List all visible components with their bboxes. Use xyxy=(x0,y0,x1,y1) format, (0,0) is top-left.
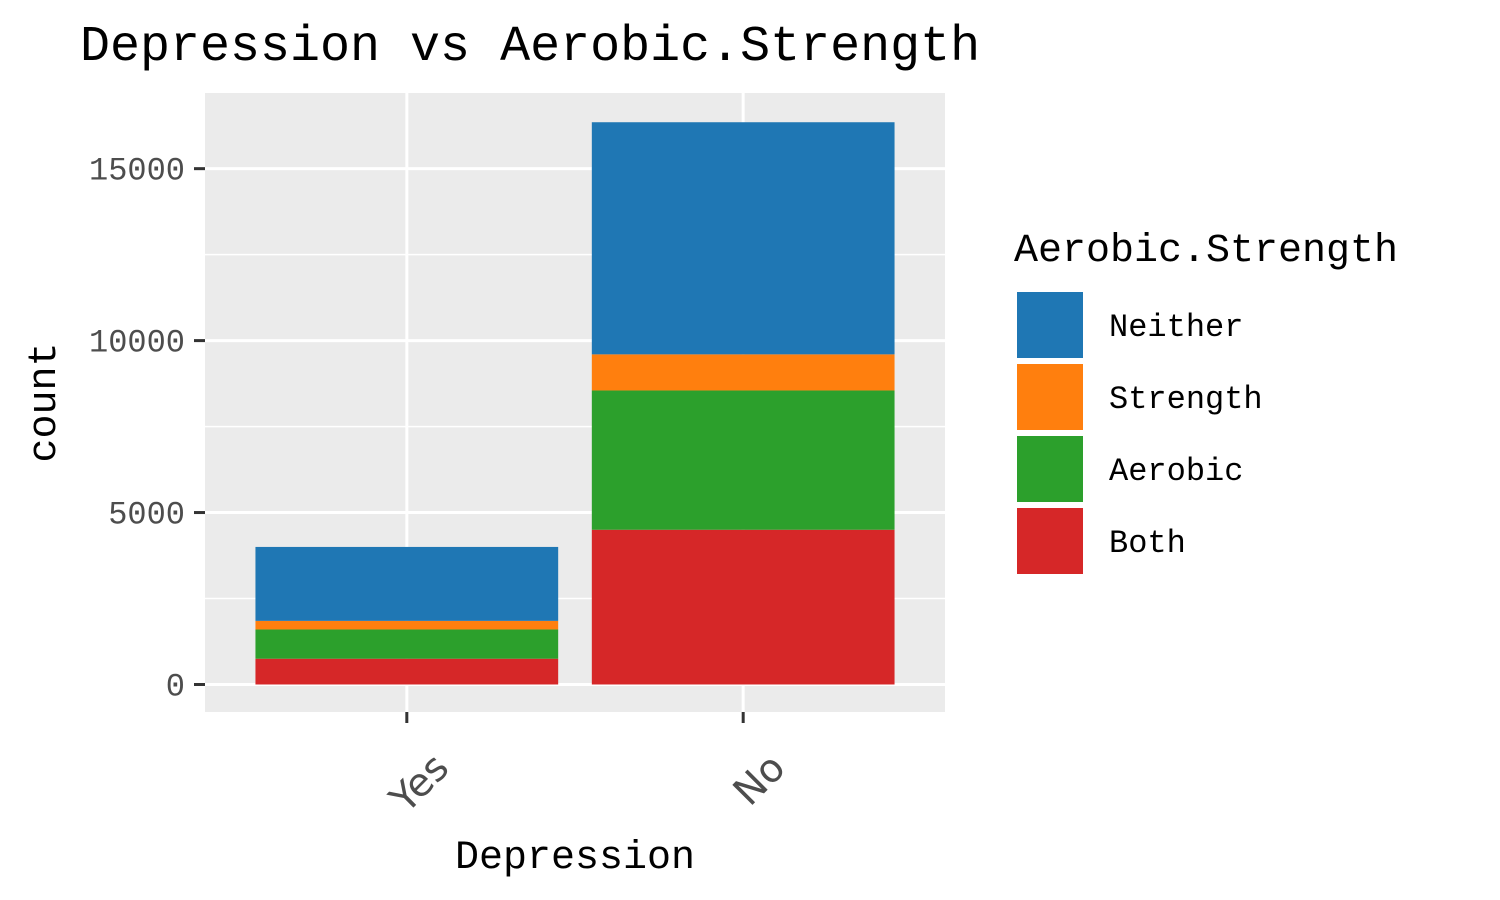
legend-label-neither: Neither xyxy=(1109,309,1243,346)
legend-label-strength: Strength xyxy=(1109,381,1263,418)
y-tick-label: 10000 xyxy=(89,325,185,362)
legend-label-both: Both xyxy=(1109,525,1186,562)
legend-key-both xyxy=(1015,506,1085,576)
legend: Aerobic.Strength Neither Strength Aerobic B… xyxy=(1014,229,1398,576)
y-axis: 0 5000 10000 15000 xyxy=(89,153,205,705)
bar-yes-both xyxy=(255,658,559,685)
bar-no-neither xyxy=(591,122,895,355)
bars xyxy=(255,122,895,685)
bar-no-aerobic xyxy=(591,390,895,530)
legend-key-neither xyxy=(1015,290,1085,360)
x-axis: Yes No xyxy=(381,712,794,822)
y-tick-label: 15000 xyxy=(89,153,185,190)
y-axis-title: count xyxy=(23,342,68,462)
y-tick-label: 0 xyxy=(166,668,185,705)
x-tick-label: No xyxy=(725,745,794,814)
x-axis-title: Depression xyxy=(455,836,695,881)
y-tick-label: 5000 xyxy=(108,497,185,534)
legend-key-aerobic xyxy=(1015,434,1085,504)
legend-key-strength xyxy=(1015,362,1085,432)
chart-title: Depression vs Aerobic.Strength xyxy=(80,19,980,76)
legend-title: Aerobic.Strength xyxy=(1014,229,1398,274)
bar-no-strength xyxy=(591,354,895,391)
bar-yes-aerobic xyxy=(255,629,559,659)
x-tick-label: Yes xyxy=(381,745,458,822)
legend-label-aerobic: Aerobic xyxy=(1109,453,1243,490)
bar-no-both xyxy=(591,529,895,685)
bar-yes-strength xyxy=(255,620,559,630)
bar-yes-neither xyxy=(255,546,559,621)
